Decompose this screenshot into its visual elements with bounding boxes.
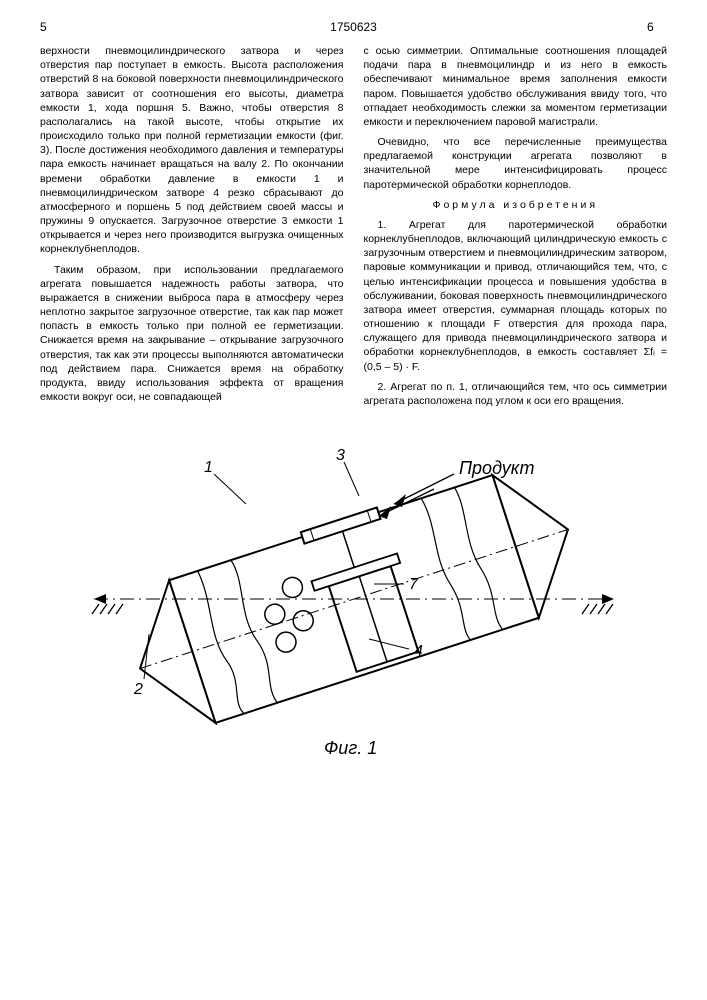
formula-title: Формула изобретения [364,198,668,212]
left-para-2: Таким образом, при использовании предлаг… [40,263,344,405]
callout-3: 3 [336,447,345,464]
claim-1: 1. Агрегат для паротермической обработки… [364,218,668,374]
figure-svg: 1 3 Продукт 7 4 2 Фиг. 1 [74,434,634,764]
figure-1: 1 3 Продукт 7 4 2 Фиг. 1 [40,434,667,769]
callout-1: 1 [204,459,213,476]
left-column: верхности пневмоцилиндрического затвора … [40,44,344,414]
page-number-right: 6 [647,20,667,34]
patent-page: 5 1750623 6 верхности пневмоцилиндрическ… [0,0,707,1000]
right-para-1: с осью симметрии. Оптимальные соотношени… [364,44,668,129]
claim-2: 2. Агрегат по п. 1, отличающийся тем, чт… [364,380,668,408]
right-column: с осью симметрии. Оптимальные соотношени… [364,44,668,414]
patent-number: 1750623 [60,20,647,34]
page-header: 5 1750623 6 [40,20,667,34]
left-para-1: верхности пневмоцилиндрического затвора … [40,44,344,257]
text-columns: верхности пневмоцилиндрического затвора … [40,44,667,414]
figure-caption: Фиг. 1 [324,738,377,758]
callout-4: 4 [414,643,423,660]
callout-7: 7 [409,576,419,593]
page-number-left: 5 [40,20,60,34]
label-product: Продукт [459,458,535,478]
callout-2: 2 [133,681,143,698]
right-para-2: Очевидно, что все перечисленные преимуще… [364,135,668,192]
